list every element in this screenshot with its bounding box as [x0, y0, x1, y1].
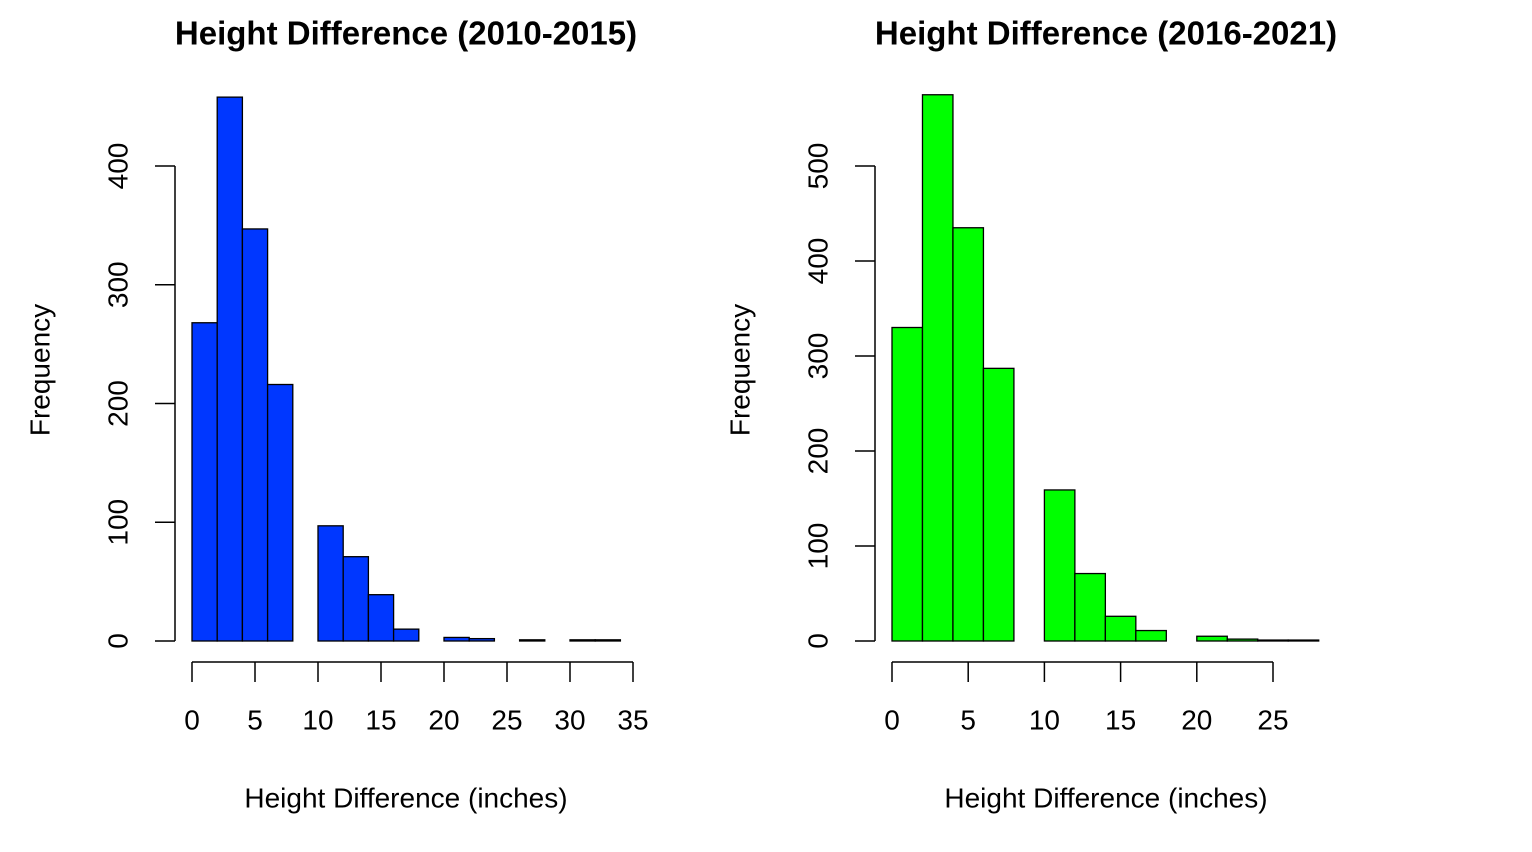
- y-tick-label: 300: [802, 333, 833, 380]
- bar: [392, 628, 420, 642]
- bar: [594, 639, 622, 642]
- bar: [1287, 639, 1320, 642]
- y-tick-label: 100: [102, 499, 133, 546]
- bar: [468, 637, 496, 642]
- bar: [891, 326, 924, 642]
- y-axis-label: Frequency: [24, 304, 55, 436]
- bar: [367, 594, 395, 642]
- y-tick-label: 300: [102, 261, 133, 308]
- y-axis-label: Frequency: [724, 304, 755, 436]
- x-tick-label: 25: [1257, 704, 1288, 735]
- y-tick-label: 200: [802, 428, 833, 475]
- bar: [952, 227, 985, 642]
- x-tick-label: 25: [491, 704, 522, 735]
- bar: [1257, 639, 1289, 642]
- x-tick-label: 5: [960, 704, 976, 735]
- y-tick-label: 400: [802, 238, 833, 285]
- x-tick-label: 30: [554, 704, 585, 735]
- bar: [1043, 489, 1076, 642]
- bar: [317, 525, 344, 642]
- x-tick-label: 20: [1181, 704, 1212, 735]
- bar: [982, 367, 1015, 642]
- chart-title: Height Difference (2010-2015): [175, 15, 637, 52]
- x-tick-label: 0: [184, 704, 200, 735]
- x-tick-label: 5: [247, 704, 263, 735]
- y-tick-label: 0: [102, 633, 133, 649]
- bar: [191, 322, 218, 642]
- x-tick-label: 20: [428, 704, 459, 735]
- bar: [1135, 629, 1167, 642]
- x-tick-label: 10: [1029, 704, 1060, 735]
- x-axis-label: Height Difference (inches): [244, 782, 567, 813]
- x-tick-label: 15: [1105, 704, 1136, 735]
- chart-title: Height Difference (2016-2021): [875, 15, 1337, 52]
- bar: [518, 639, 546, 642]
- y-tick-label: 400: [102, 143, 133, 190]
- bar: [569, 639, 596, 642]
- bar: [266, 383, 294, 642]
- bar: [1074, 572, 1107, 642]
- x-tick-label: 10: [302, 704, 333, 735]
- bar: [342, 556, 370, 642]
- y-tick-label: 0: [802, 633, 833, 649]
- bar: [921, 94, 954, 642]
- bar: [241, 228, 269, 642]
- bar: [1226, 638, 1259, 642]
- bar: [216, 96, 244, 642]
- bar: [443, 636, 470, 642]
- y-tick-label: 100: [802, 523, 833, 570]
- y-tick-label: 500: [802, 143, 833, 190]
- x-tick-label: 35: [617, 704, 648, 735]
- x-tick-label: 15: [365, 704, 396, 735]
- x-axis-label: Height Difference (inches): [944, 782, 1267, 813]
- y-tick-label: 200: [102, 380, 133, 427]
- x-tick-label: 0: [884, 704, 900, 735]
- bar: [1104, 615, 1137, 642]
- bar: [1196, 635, 1228, 642]
